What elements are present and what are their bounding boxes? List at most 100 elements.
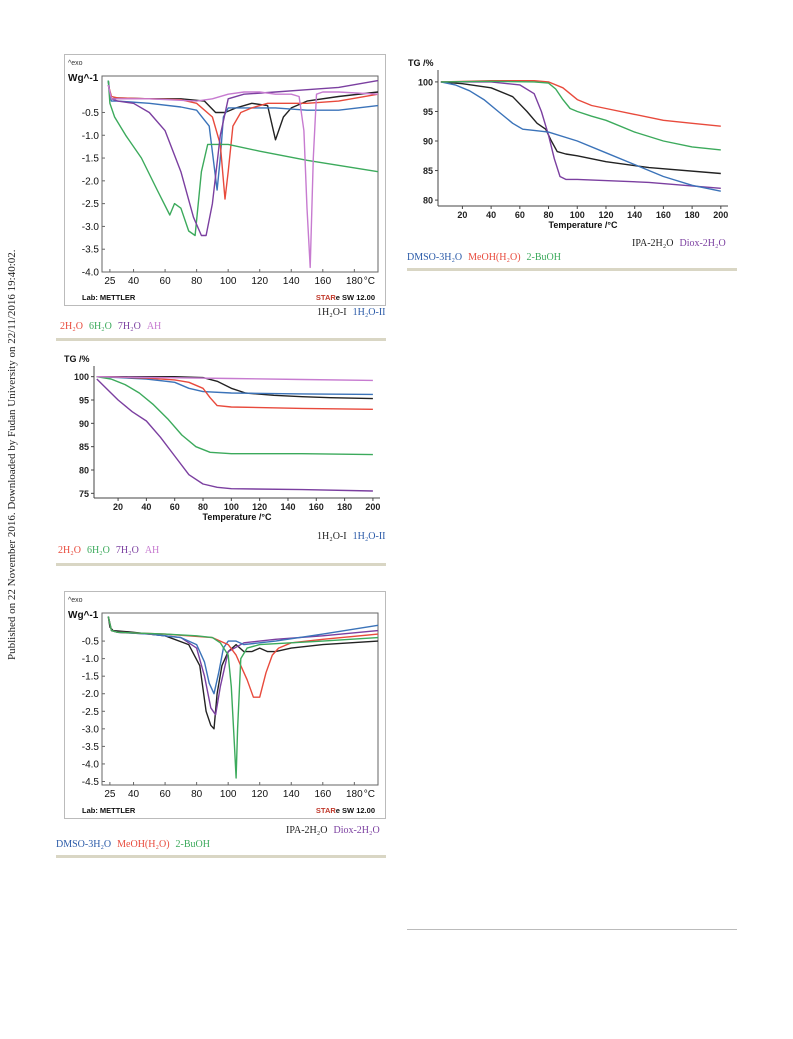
legend-entry: AH [146, 321, 162, 332]
x-tick-label: 40 [128, 276, 140, 287]
y-tick-label: -1.5 [82, 672, 100, 683]
legend-dsc-solvates-row2: DMSO-3H₂O MeOH(H₂O) 2-BuOH [56, 839, 216, 850]
y-tick-label: 80 [79, 466, 89, 476]
series-line [107, 79, 379, 237]
x-tick-label: 180 [346, 276, 363, 287]
x-tick-label: 120 [251, 789, 268, 800]
x-tick-label: 80 [191, 789, 203, 800]
legend-entry: 1H₂O-II [352, 307, 386, 318]
x-tick-label: 140 [283, 789, 300, 800]
series-line [107, 80, 379, 237]
y-tick-label: -4.5 [82, 777, 100, 788]
series-line [440, 81, 721, 175]
y-tick-label: 85 [423, 166, 433, 176]
publication-margin-note: Published on 22 November 2016. Downloade… [6, 200, 20, 660]
legend-entry: Diox-2H₂O [333, 825, 380, 836]
legend-entry: DMSO-3H₂O [56, 839, 112, 850]
y-tick-label: -0.5 [82, 108, 100, 119]
tg-chart-solvates-svg: TG /% 100 95 90 85 80 20 40 60 80 100 120 140 160 180 2… [408, 58, 728, 230]
tg-chart-hydrates: TG /% 100 95 90 85 80 75 20 40 60 80 100 120 140 160 18… [64, 352, 386, 524]
legend-entry: 2-BuOH [175, 839, 210, 850]
y-tick-label: 100 [418, 77, 433, 87]
y-tick-label: 90 [79, 419, 89, 429]
series-line [440, 80, 721, 127]
x-tick-label: 140 [627, 210, 642, 220]
y-tick-label: -3.5 [82, 245, 100, 256]
legend-entry: DMSO-3H₂O [407, 252, 463, 263]
dsc-chart-solvates: ^exo Wg^-1 -0.5 -1.0 -1.5 -2.0 -2.5 -3.0 -3.5 -4.… [64, 591, 386, 819]
y-tick-label: 95 [423, 107, 433, 117]
legend-entry: IPA-2H₂O [286, 825, 328, 836]
x-tick-label: 120 [251, 276, 268, 287]
dsc-chart-hydrates: ^exo Wg^-1 -0.5 -1.0 -1.5 -2.0 -2.5 -3.0 -3.5 -4.… [64, 54, 386, 306]
y-tick-label: -1.0 [82, 131, 100, 142]
y-tick-label: -1.0 [82, 654, 100, 665]
x-tick-label: 60 [515, 210, 525, 220]
y-tick-label: 90 [423, 137, 433, 147]
x-unit-label: °C [364, 276, 375, 287]
exo-label: ^exo [68, 60, 83, 67]
x-tick-label: 60 [170, 502, 180, 512]
series-line [107, 84, 379, 269]
x-tick-label: 80 [198, 502, 208, 512]
x-tick-label: 200 [713, 210, 728, 220]
legend-entry: AH [144, 545, 160, 556]
star-logo-text: STAR [316, 806, 336, 815]
legend-entry: 6H₂O [88, 321, 112, 332]
y-tick-label: -2.0 [82, 689, 100, 700]
x-tick-label: 140 [283, 276, 300, 287]
series-line [440, 81, 721, 192]
x-tick-label: 20 [113, 502, 123, 512]
x-tick-label: 40 [486, 210, 496, 220]
legend-tg-solvates-row2: DMSO-3H₂O MeOH(H₂O) 2-BuOH [407, 252, 567, 263]
divider [56, 563, 386, 566]
x-tick-label: 120 [252, 502, 267, 512]
x-tick-label: 200 [365, 502, 380, 512]
version-text: e SW 12.00 [336, 806, 375, 815]
y-tick-label: 85 [79, 442, 89, 452]
series-line [440, 80, 721, 151]
x-tick-label: 60 [160, 276, 172, 287]
x-tick-label: 120 [598, 210, 613, 220]
x-tick-label: 80 [544, 210, 554, 220]
legend-entry: 1H₂O-I [317, 307, 347, 318]
x-tick-label: 40 [128, 789, 140, 800]
divider [407, 268, 737, 271]
series-line [96, 378, 373, 492]
version-text: e SW 12.00 [336, 293, 375, 302]
series-line [96, 376, 373, 382]
y-axis-label: Wg^-1 [68, 610, 99, 621]
x-tick-label: 60 [160, 789, 172, 800]
x-tick-label: 160 [314, 789, 331, 800]
chart-title: TG /% [64, 354, 90, 364]
tg-chart-hydrates-svg: TG /% 100 95 90 85 80 75 20 40 60 80 100 120 140 160 18… [64, 354, 380, 522]
dsc-chart-solvates-svg: ^exo Wg^-1 -0.5 -1.0 -1.5 -2.0 -2.5 -3.0 -3.5 -4.… [64, 591, 386, 819]
legend-entry: 6H₂O [86, 545, 110, 556]
x-tick-label: 100 [224, 502, 239, 512]
legend-entry: 1H₂O-II [352, 531, 386, 542]
legend-entry: Diox-2H₂O [679, 238, 726, 249]
series-line [440, 81, 721, 189]
y-tick-label: 80 [423, 196, 433, 206]
tg-chart-solvates: TG /% 100 95 90 85 80 20 40 60 80 100 120 140 160 180 2… [408, 56, 734, 232]
legend-dsc-hydrates-row2: 2H₂O 6H₂O 7H₂O AH [60, 321, 167, 332]
x-tick-label: 25 [104, 276, 116, 287]
x-tick-label: 100 [220, 789, 237, 800]
x-tick-label: 100 [220, 276, 237, 287]
legend-entry: 7H₂O [115, 545, 139, 556]
x-axis-label: Temperature /°C [549, 220, 618, 230]
series-line [107, 80, 379, 191]
lab-label: Lab: METTLER [82, 293, 136, 302]
y-tick-label: 95 [79, 396, 89, 406]
star-logo-text: STAR [316, 293, 336, 302]
y-tick-label: -2.0 [82, 176, 100, 187]
chart-title: TG /% [408, 58, 434, 68]
x-tick-label: 180 [346, 789, 363, 800]
legend-tg-hydrates-row1: 1H₂O-I 1H₂O-II [317, 531, 392, 542]
y-tick-label: -1.5 [82, 154, 100, 165]
x-tick-label: 20 [457, 210, 467, 220]
dsc-chart-hydrates-svg: ^exo Wg^-1 -0.5 -1.0 -1.5 -2.0 -2.5 -3.0 -3.5 -4.… [64, 54, 386, 306]
x-tick-label: 80 [191, 276, 203, 287]
exo-label: ^exo [68, 597, 83, 604]
divider [56, 855, 386, 858]
